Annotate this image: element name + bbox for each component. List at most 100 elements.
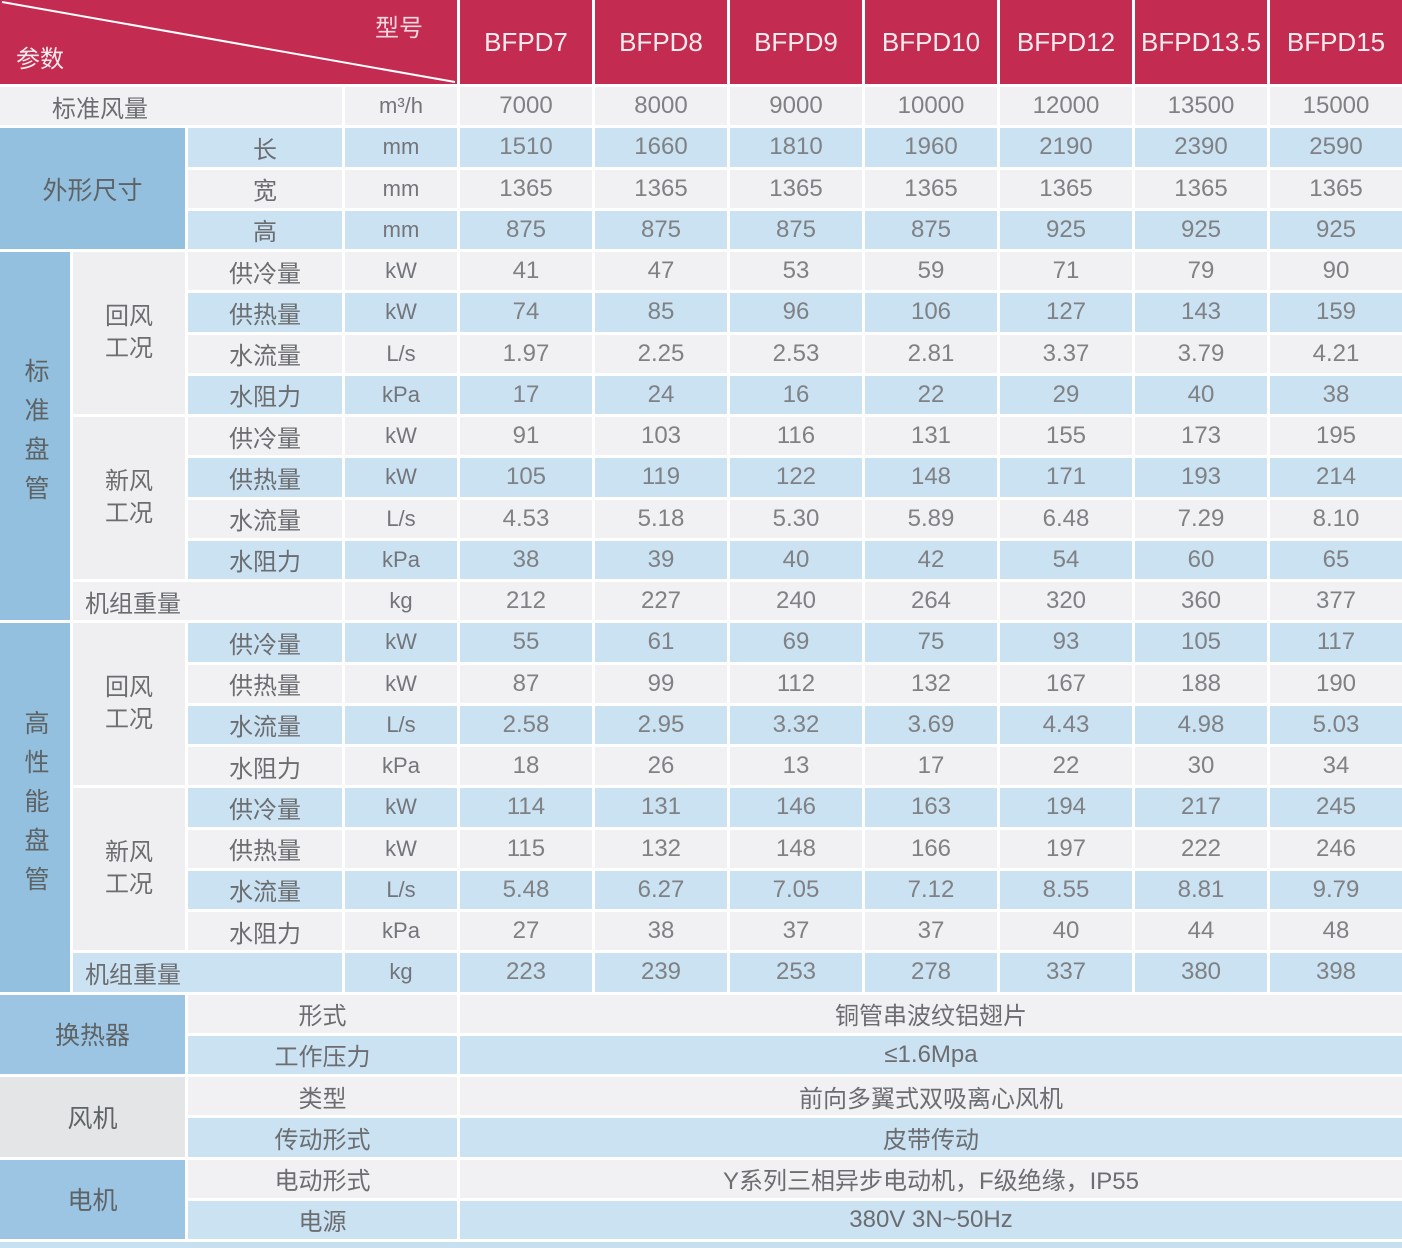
- value-cell: 1960: [865, 128, 997, 167]
- unit-cell: mm: [345, 169, 457, 208]
- value-cell: 131: [865, 417, 997, 456]
- value-cell: 5.18: [595, 499, 727, 538]
- value-cell: 132: [865, 664, 997, 703]
- spec-value: 380V 3N~50Hz: [460, 1200, 1402, 1239]
- value-cell: 360: [1135, 582, 1267, 621]
- value-cell: 9000: [730, 87, 862, 126]
- value-cell: 2.95: [595, 705, 727, 744]
- unit-cell: kW: [345, 252, 457, 291]
- value-cell: 90: [1270, 252, 1402, 291]
- unit-cell: kW: [345, 293, 457, 332]
- value-cell: 8.55: [1000, 870, 1132, 909]
- value-cell: 8.10: [1270, 499, 1402, 538]
- row-label: 宽: [188, 169, 342, 208]
- value-cell: 30: [1135, 747, 1267, 786]
- value-cell: 38: [595, 912, 727, 951]
- value-cell: 105: [1135, 623, 1267, 662]
- value-cell: 2190: [1000, 128, 1132, 167]
- row-label: 水阻力: [188, 912, 342, 951]
- row-label: 供冷量: [188, 417, 342, 456]
- unit-cell: kPa: [345, 375, 457, 414]
- value-cell: 148: [865, 458, 997, 497]
- value-cell: 9.79: [1270, 870, 1402, 909]
- value-cell: 195: [1270, 417, 1402, 456]
- value-cell: 40: [730, 540, 862, 579]
- value-cell: 925: [1000, 210, 1132, 249]
- value-cell: 42: [865, 540, 997, 579]
- value-cell: 16: [730, 375, 862, 414]
- value-cell: 75: [865, 623, 997, 662]
- group-label-standard-coil: 标准盘管: [0, 252, 70, 621]
- value-cell: 37: [730, 912, 862, 951]
- value-cell: 155: [1000, 417, 1132, 456]
- corner-param-label: 参数: [16, 46, 64, 73]
- value-cell: 106: [865, 293, 997, 332]
- value-cell: 18: [460, 747, 592, 786]
- spec-value: 铜管串波纹铝翅片: [460, 994, 1402, 1033]
- value-cell: 246: [1270, 829, 1402, 868]
- value-cell: 4.21: [1270, 334, 1402, 373]
- unit-cell: kW: [345, 788, 457, 827]
- corner-model-label: 型号: [375, 15, 423, 42]
- row-label-airflow: 标准风量: [0, 87, 342, 126]
- unit-cell: kW: [345, 829, 457, 868]
- model-header: BFPD15: [1270, 0, 1402, 84]
- value-cell: 17: [865, 747, 997, 786]
- value-cell: 1365: [595, 169, 727, 208]
- row-label: 水流量: [188, 334, 342, 373]
- value-cell: 2.25: [595, 334, 727, 373]
- unit-cell: L/s: [345, 705, 457, 744]
- value-cell: 380: [1135, 953, 1267, 992]
- value-cell: 41: [460, 252, 592, 291]
- value-cell: 10000: [865, 87, 997, 126]
- value-cell: 69: [730, 623, 862, 662]
- value-cell: 143: [1135, 293, 1267, 332]
- unit-cell: kg: [345, 953, 457, 992]
- value-cell: 240: [730, 582, 862, 621]
- value-cell: 12000: [1000, 87, 1132, 126]
- value-cell: 119: [595, 458, 727, 497]
- value-cell: 1365: [460, 169, 592, 208]
- subgroup-text: 新风工况: [105, 838, 153, 899]
- spec-value: ≤1.6Mpa: [460, 1035, 1402, 1074]
- value-cell: 65: [1270, 540, 1402, 579]
- value-cell: 1365: [1135, 169, 1267, 208]
- row-label: 水阻力: [188, 540, 342, 579]
- value-cell: 60: [1135, 540, 1267, 579]
- value-cell: 13500: [1135, 87, 1267, 126]
- value-cell: 398: [1270, 953, 1402, 992]
- model-header: BFPD10: [865, 0, 997, 84]
- value-cell: 245: [1270, 788, 1402, 827]
- value-cell: 148: [730, 829, 862, 868]
- spec-value: 皮带传动: [460, 1118, 1402, 1157]
- value-cell: 217: [1135, 788, 1267, 827]
- value-cell: 96: [730, 293, 862, 332]
- value-cell: 193: [1135, 458, 1267, 497]
- value-cell: 377: [1270, 582, 1402, 621]
- value-cell: 55: [460, 623, 592, 662]
- row-label: 供热量: [188, 458, 342, 497]
- spec-row-label: 工作压力: [188, 1035, 457, 1074]
- unit-cell: kW: [345, 458, 457, 497]
- value-cell: 79: [1135, 252, 1267, 291]
- value-cell: 71: [1000, 252, 1132, 291]
- unit-cell: kPa: [345, 540, 457, 579]
- value-cell: 188: [1135, 664, 1267, 703]
- value-cell: 3.32: [730, 705, 862, 744]
- value-cell: 132: [595, 829, 727, 868]
- value-cell: 37: [865, 912, 997, 951]
- value-cell: 26: [595, 747, 727, 786]
- value-cell: 166: [865, 829, 997, 868]
- value-cell: 93: [1000, 623, 1132, 662]
- unit-cell: L/s: [345, 499, 457, 538]
- value-cell: 223: [460, 953, 592, 992]
- model-header: BFPD12: [1000, 0, 1132, 84]
- spec-row-label: 类型: [188, 1077, 457, 1116]
- value-cell: 146: [730, 788, 862, 827]
- model-header: BFPD7: [460, 0, 592, 84]
- value-cell: 925: [1135, 210, 1267, 249]
- value-cell: 85: [595, 293, 727, 332]
- subgroup-text: 新风工况: [105, 467, 153, 527]
- value-cell: 7000: [460, 87, 592, 126]
- value-cell: 239: [595, 953, 727, 992]
